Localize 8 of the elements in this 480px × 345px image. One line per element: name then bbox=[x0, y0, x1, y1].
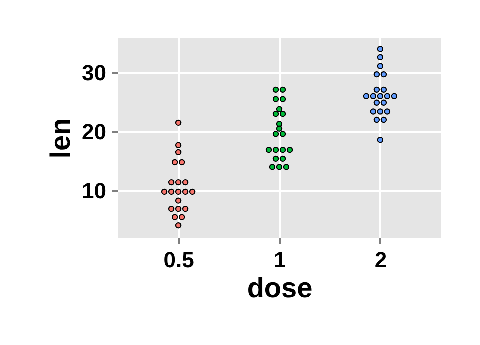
x-tick-label: 0.5 bbox=[164, 248, 194, 272]
y-axis-title: len bbox=[45, 118, 76, 159]
x-tick-label: 1 bbox=[274, 248, 286, 272]
y-tick-label: 30 bbox=[82, 60, 106, 86]
y-tick-label: 10 bbox=[82, 178, 106, 204]
y-tick-label: 20 bbox=[82, 119, 106, 144]
x-tick-label: 2 bbox=[374, 248, 388, 272]
x-axis-title: dose bbox=[247, 272, 313, 304]
